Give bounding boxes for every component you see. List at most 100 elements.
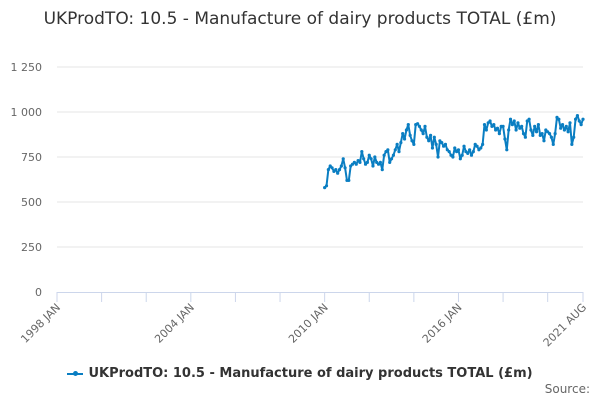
data-point <box>354 162 358 166</box>
data-point <box>577 119 581 123</box>
data-point <box>412 142 416 146</box>
data-point <box>456 148 461 152</box>
data-point <box>393 148 397 152</box>
data-point <box>501 124 505 128</box>
data-point <box>566 130 570 134</box>
data-point <box>415 122 420 126</box>
data-point <box>399 141 403 145</box>
data-point <box>326 168 330 172</box>
data-point <box>337 168 342 172</box>
data-point <box>460 153 464 157</box>
data-point <box>579 123 583 127</box>
data-point <box>575 114 580 118</box>
data-point <box>564 124 568 128</box>
data-point <box>453 146 457 150</box>
legend-item[interactable]: UKProdTO: 10.5 - Manufacture of dairy pr… <box>0 366 600 381</box>
data-point <box>521 132 526 136</box>
data-point <box>553 132 557 136</box>
data-point <box>481 142 485 146</box>
data-point <box>469 153 474 157</box>
data-point <box>447 150 451 154</box>
y-tick-label: 250 <box>21 241 42 254</box>
legend-line-marker-icon <box>67 370 84 376</box>
data-point <box>358 160 362 164</box>
data-point <box>479 146 483 150</box>
data-point <box>514 128 518 132</box>
data-point <box>440 141 444 145</box>
data-point <box>570 142 574 146</box>
data-point <box>512 119 516 123</box>
data-point <box>410 139 414 143</box>
data-point <box>451 155 455 159</box>
data-point <box>362 157 366 161</box>
data-point <box>536 123 540 127</box>
data-point <box>534 130 539 134</box>
data-point <box>495 126 500 130</box>
data-point <box>430 146 435 150</box>
x-tick-label: 2004 JAN <box>152 301 197 346</box>
data-point <box>516 121 520 125</box>
legend-label: UKProdTO: 10.5 - Manufacture of dairy pr… <box>88 366 533 381</box>
data-point <box>419 128 423 132</box>
data-point <box>334 168 338 172</box>
data-point <box>336 171 340 175</box>
data-point <box>339 164 343 168</box>
y-tick-label: 1 250 <box>11 61 43 74</box>
data-point <box>471 150 475 154</box>
data-point <box>475 144 479 148</box>
data-point <box>380 168 384 172</box>
data-point <box>347 178 351 182</box>
data-point <box>401 132 405 136</box>
data-point <box>482 123 487 127</box>
data-point <box>367 153 371 157</box>
data-point <box>531 133 535 137</box>
y-tick-label: 1 000 <box>11 106 43 119</box>
data-point <box>568 121 572 125</box>
data-point <box>572 135 576 139</box>
data-point <box>395 142 399 146</box>
data-point <box>542 139 546 143</box>
data-point <box>365 160 369 164</box>
data-point <box>507 128 511 132</box>
data-point <box>466 151 470 155</box>
data-point <box>360 150 364 154</box>
data-point <box>484 128 488 132</box>
data-point <box>388 160 392 164</box>
data-point <box>406 123 410 127</box>
data-point <box>373 155 377 159</box>
data-point <box>434 142 438 146</box>
data-point <box>581 117 585 121</box>
data-point <box>560 123 565 127</box>
data-point <box>397 150 401 154</box>
data-point <box>386 148 390 152</box>
data-point <box>557 117 561 121</box>
data-point <box>573 117 578 121</box>
data-point <box>510 123 514 127</box>
y-tick-label: 750 <box>21 151 42 164</box>
data-point <box>404 128 409 132</box>
y-tick-label: 0 <box>35 286 42 299</box>
data-point <box>343 166 347 170</box>
data-point <box>389 157 394 161</box>
data-point <box>417 124 422 128</box>
data-point <box>529 128 533 132</box>
data-point <box>468 148 472 152</box>
data-point <box>391 153 396 157</box>
data-point <box>341 157 345 161</box>
data-point <box>371 164 375 168</box>
source-label: Source: <box>544 382 590 396</box>
data-point <box>562 128 567 132</box>
data-point <box>508 117 513 121</box>
data-point <box>462 144 466 148</box>
data-point <box>458 157 462 161</box>
data-point <box>551 142 555 146</box>
data-point <box>540 132 544 136</box>
data-point <box>523 135 527 139</box>
data-point <box>503 137 507 141</box>
data-point <box>533 124 537 128</box>
data-point <box>324 184 329 188</box>
data-point <box>425 135 429 139</box>
data-point <box>369 157 373 161</box>
data-point <box>402 137 407 141</box>
